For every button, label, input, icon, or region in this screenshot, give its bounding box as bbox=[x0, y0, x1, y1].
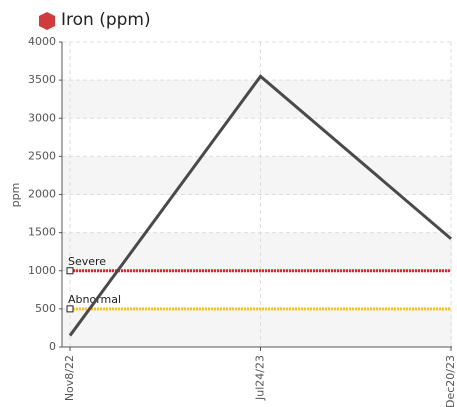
y-tick-label: 2000 bbox=[28, 188, 56, 201]
title-icon bbox=[39, 12, 55, 30]
y-tick-label: 4000 bbox=[28, 35, 56, 48]
y-tick-label: 1500 bbox=[28, 226, 56, 239]
threshold-marker bbox=[66, 305, 74, 313]
threshold-marker bbox=[66, 267, 74, 275]
y-tick-label: 2500 bbox=[28, 149, 56, 162]
y-tick-label: 3500 bbox=[28, 73, 56, 86]
threshold-label: Abnormal bbox=[68, 293, 121, 306]
x-tick-label: Jul24/23 bbox=[254, 355, 267, 401]
y-tick-label: 500 bbox=[35, 302, 56, 315]
grid-band bbox=[62, 80, 452, 119]
chart-title: Iron (ppm) bbox=[61, 10, 151, 30]
y-tick-label: 0 bbox=[49, 340, 56, 353]
grid-band bbox=[62, 156, 452, 195]
y-axis-label: ppm bbox=[9, 183, 22, 208]
y-tick-label: 3000 bbox=[28, 111, 56, 124]
grid-band bbox=[62, 232, 452, 271]
threshold-label: Severe bbox=[68, 255, 106, 268]
x-tick-label: Nov8/22 bbox=[63, 355, 76, 401]
data-line bbox=[68, 74, 452, 337]
x-tick-label: Dec20/23 bbox=[444, 355, 457, 407]
y-tick-label: 1000 bbox=[28, 264, 56, 277]
grid-band bbox=[62, 308, 452, 347]
